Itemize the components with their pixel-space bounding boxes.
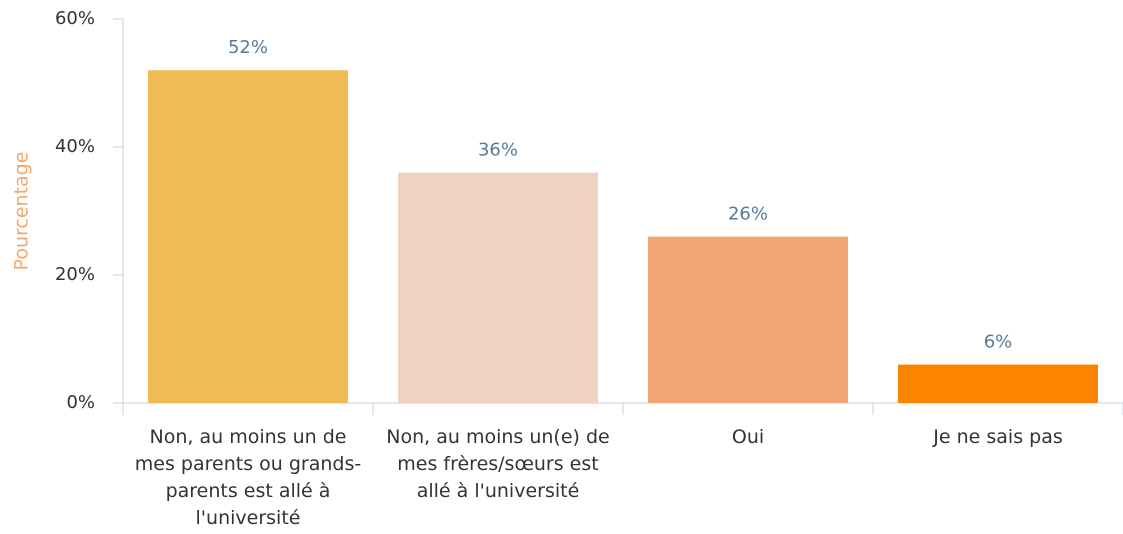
y-tick-label: 0%	[66, 392, 95, 413]
x-tick-label: Oui	[731, 426, 765, 448]
value-label: 26%	[728, 204, 768, 225]
y-tick-label: 60%	[55, 8, 95, 29]
value-label: 52%	[228, 37, 268, 58]
value-label: 36%	[478, 140, 518, 161]
value-label: 6%	[984, 332, 1013, 353]
x-tick-label: Je ne sais pas	[933, 426, 1063, 448]
y-tick-label: 20%	[55, 264, 95, 285]
bar	[148, 70, 348, 403]
bar	[648, 236, 848, 403]
bar	[898, 364, 1098, 403]
x-tick-label: Non, au moins un de mes parents ou grand…	[134, 426, 362, 529]
bar	[398, 172, 598, 403]
y-axis-title: Pourcentage	[11, 152, 33, 271]
x-tick-label: Non, au moins un(e) de mes frères/sœurs …	[386, 426, 610, 502]
y-tick-label: 40%	[55, 136, 95, 157]
